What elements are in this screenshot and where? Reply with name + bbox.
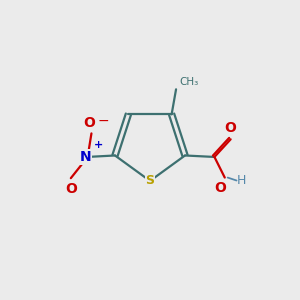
Text: O: O — [83, 116, 95, 130]
Text: −: − — [97, 114, 109, 128]
Text: O: O — [225, 122, 237, 136]
Text: H: H — [236, 174, 246, 187]
Text: CH₃: CH₃ — [179, 77, 198, 87]
Text: O: O — [65, 182, 77, 196]
Text: O: O — [214, 182, 226, 195]
Text: +: + — [94, 140, 103, 151]
Text: N: N — [80, 150, 92, 164]
Text: S: S — [146, 174, 154, 188]
